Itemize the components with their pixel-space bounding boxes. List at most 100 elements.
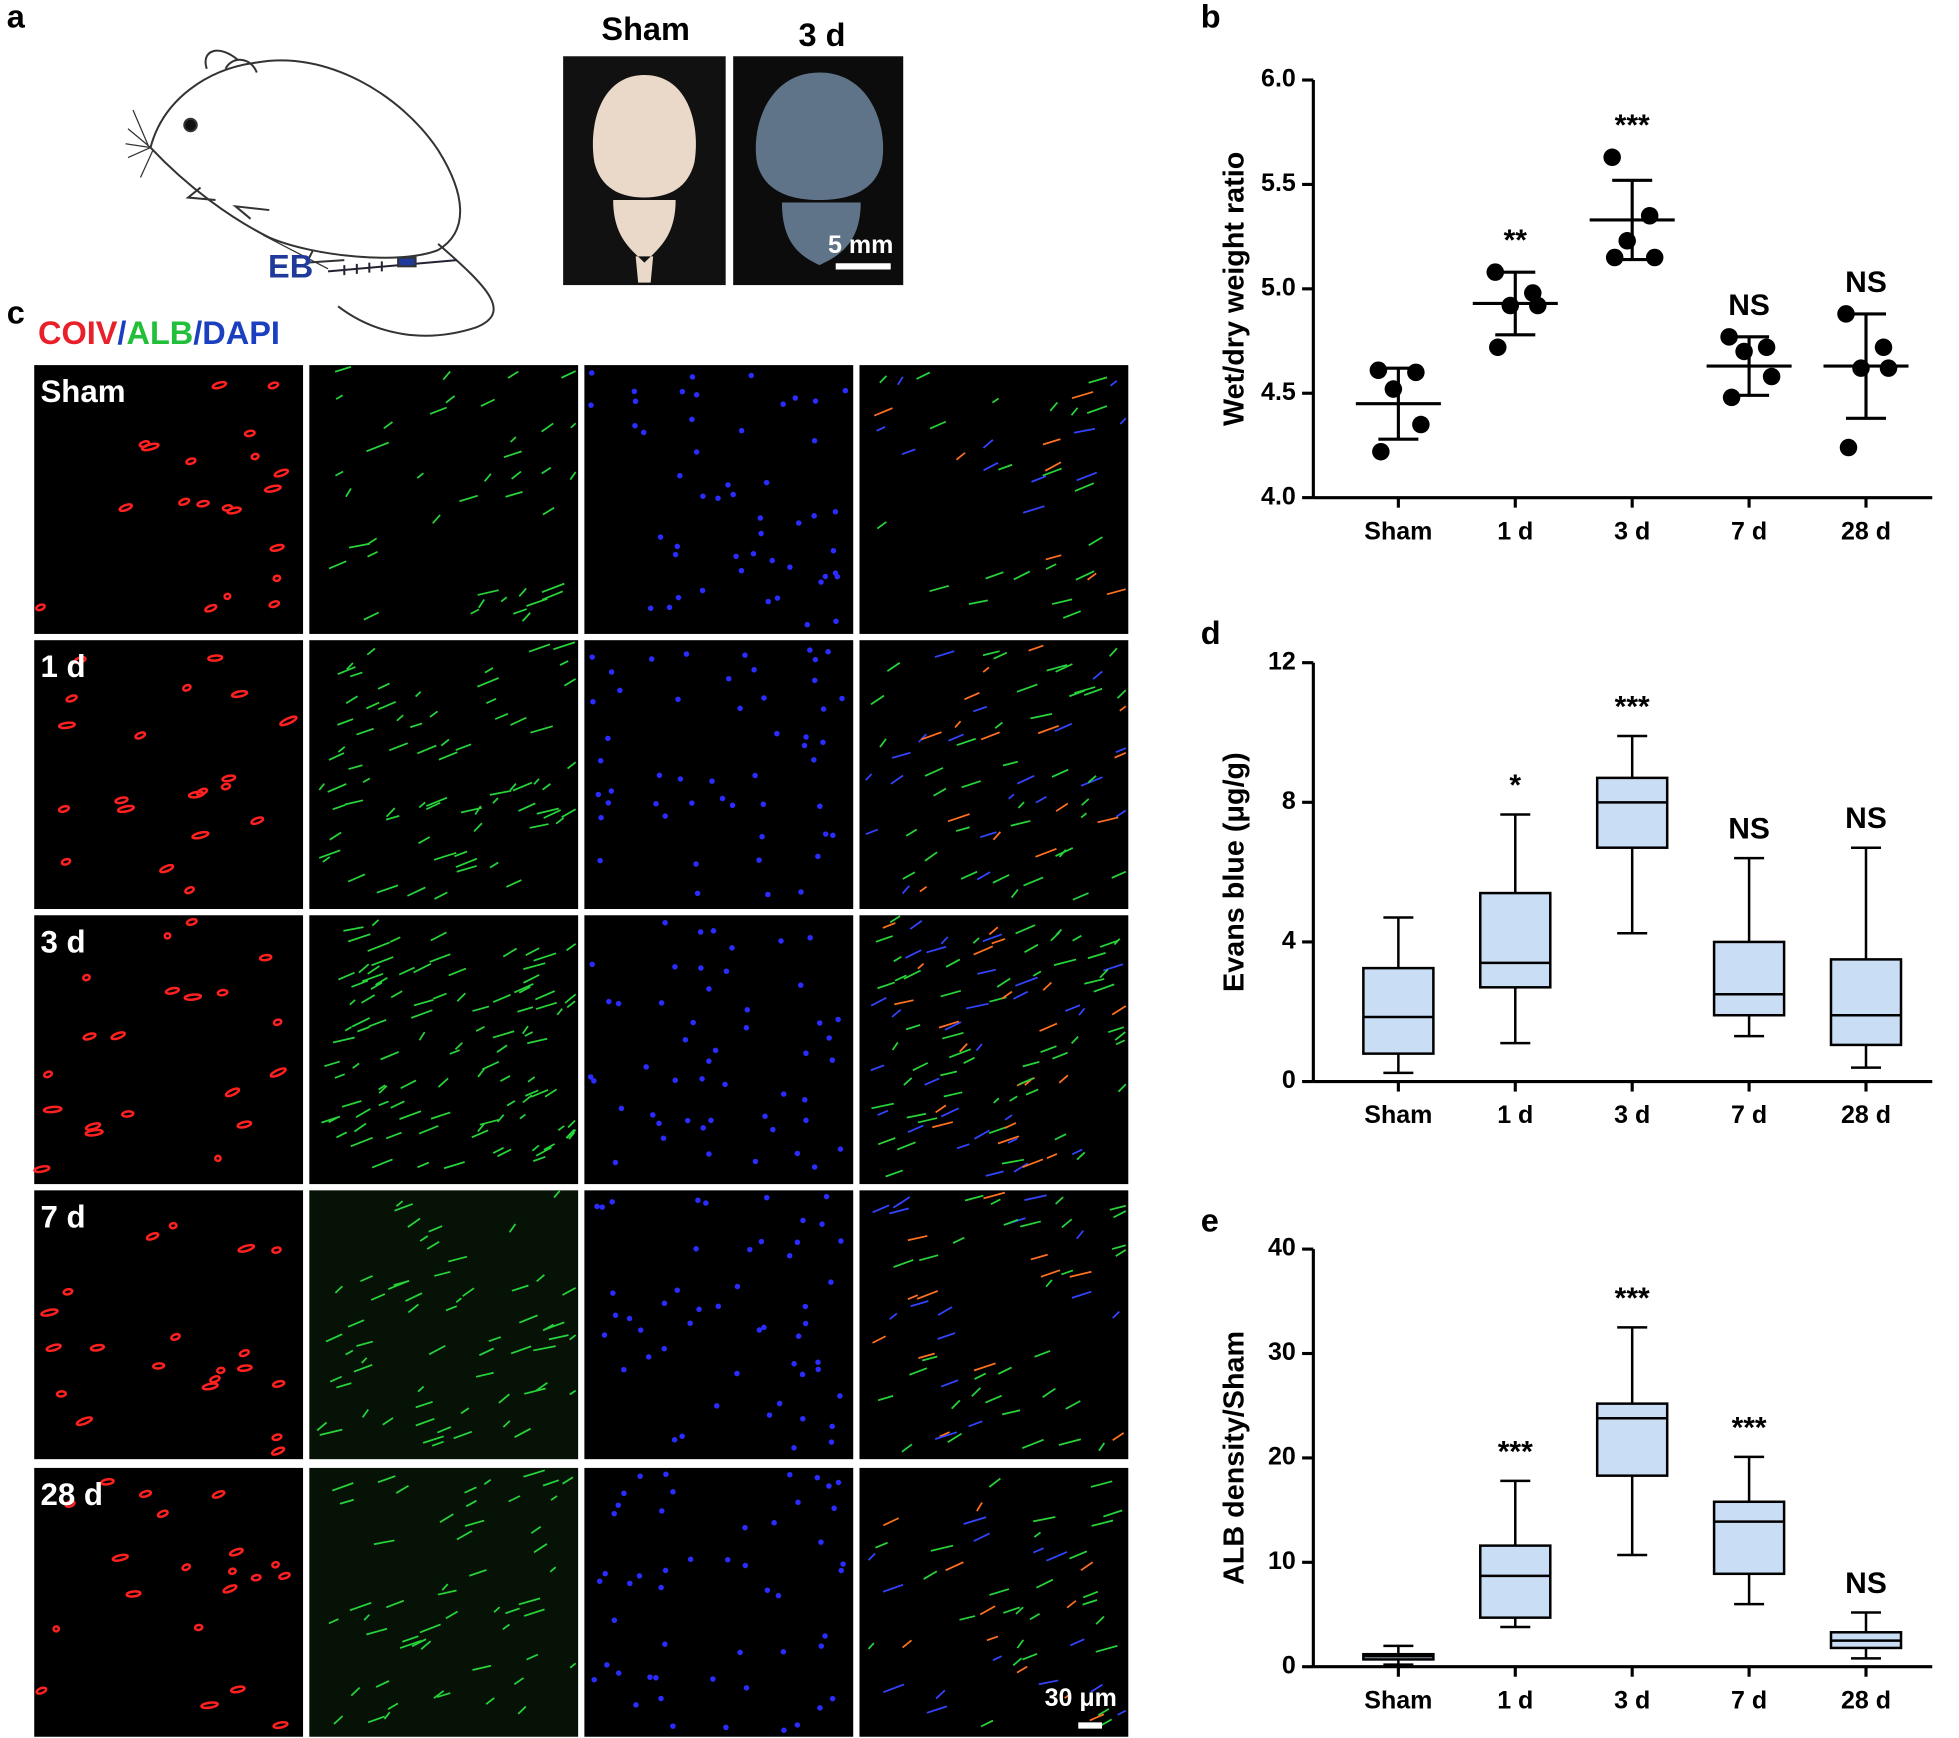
signal: [1109, 380, 1118, 387]
signal: [453, 1430, 473, 1440]
signal: [985, 571, 1004, 580]
vessel: [196, 499, 210, 508]
signal: [349, 1602, 372, 1612]
signal: [395, 1200, 404, 1207]
y-tick-label: 20: [1268, 1443, 1296, 1471]
box: [1362, 966, 1435, 1055]
micro-tile: [34, 1190, 304, 1460]
significance: NS: [1845, 1567, 1887, 1600]
vessel: [110, 1031, 126, 1041]
signal: [492, 1030, 515, 1039]
tile-bg: [34, 365, 304, 634]
signal: [1082, 1599, 1098, 1606]
nucleus: [636, 1573, 643, 1579]
signal: [1017, 801, 1025, 809]
vessel: [238, 1348, 251, 1358]
signal: [1010, 820, 1031, 827]
vessel: [181, 683, 192, 692]
vessel: [89, 1343, 106, 1352]
vessel: [195, 787, 209, 797]
signal: [366, 647, 376, 656]
signal: [1072, 934, 1082, 942]
significance: **: [1504, 224, 1528, 257]
signal: [1107, 1026, 1125, 1034]
nucleus: [608, 788, 615, 794]
signal: [1042, 438, 1061, 446]
signal: [1088, 376, 1108, 384]
signal: [1073, 427, 1096, 434]
signal: [385, 807, 396, 818]
signal: [912, 1062, 929, 1072]
signal: [541, 582, 565, 593]
signal: [1119, 705, 1127, 712]
signal: [906, 1112, 927, 1119]
box: [1712, 940, 1786, 1017]
signal: [1001, 990, 1013, 1000]
signal: [518, 802, 536, 812]
data-point: [1722, 388, 1741, 407]
signal: [891, 1041, 899, 1051]
nucleus: [829, 1423, 835, 1430]
signal: [973, 1532, 990, 1542]
vessel: [214, 1154, 222, 1163]
signal: [526, 598, 548, 607]
signal: [488, 1336, 502, 1343]
box: [1595, 1402, 1669, 1477]
signal: [982, 933, 1003, 943]
y-tick-label: 4.5: [1261, 378, 1296, 406]
nucleus: [679, 388, 686, 395]
signal: [456, 992, 466, 1002]
y-tick-label: 8: [1282, 787, 1296, 815]
signal: [918, 1352, 935, 1359]
vessel: [168, 1221, 178, 1230]
nucleus: [826, 1035, 832, 1041]
signal: [512, 608, 528, 615]
signal: [418, 1125, 439, 1135]
panel-label: b: [1201, 0, 1221, 34]
signal: [405, 1292, 423, 1302]
nucleus: [811, 1164, 818, 1170]
signal: [363, 611, 380, 621]
signal: [477, 677, 500, 688]
signal: [327, 783, 347, 793]
nucleus: [670, 1489, 676, 1495]
signal: [982, 666, 990, 673]
signal: [492, 993, 511, 1003]
nucleus: [832, 570, 839, 576]
brain-sham: [592, 75, 696, 283]
box: [1479, 891, 1552, 989]
nucleus: [802, 1097, 808, 1103]
nucleus: [778, 938, 784, 944]
nucleus: [612, 1159, 619, 1166]
nucleus: [815, 1359, 821, 1365]
data-point: [1369, 361, 1388, 380]
signal: [1071, 391, 1094, 400]
signal: [502, 947, 518, 958]
vessel: [279, 715, 298, 727]
signal: [1095, 1644, 1118, 1653]
nucleus: [647, 1674, 653, 1680]
signal: [482, 1060, 500, 1071]
signal: [891, 751, 911, 759]
signal: [865, 828, 879, 835]
vessel: [145, 1232, 160, 1241]
nucleus: [656, 772, 663, 779]
signal: [438, 751, 458, 761]
vessel: [258, 953, 273, 962]
signal: [1080, 1561, 1094, 1572]
signal: [375, 1680, 390, 1688]
signal: [886, 662, 901, 672]
signal: [1069, 1638, 1085, 1647]
signal: [1003, 1606, 1021, 1614]
signal: [990, 1198, 1001, 1206]
signal: [989, 1588, 1010, 1596]
nucleus: [811, 757, 817, 763]
signal: [410, 1009, 433, 1019]
signal: [1058, 1438, 1082, 1446]
x-tick-label: Sham: [1364, 1686, 1432, 1714]
signal: [1115, 747, 1127, 753]
vessel: [250, 452, 260, 461]
signal: [469, 1569, 487, 1577]
signal: [1097, 816, 1119, 824]
nucleus: [615, 1000, 622, 1007]
